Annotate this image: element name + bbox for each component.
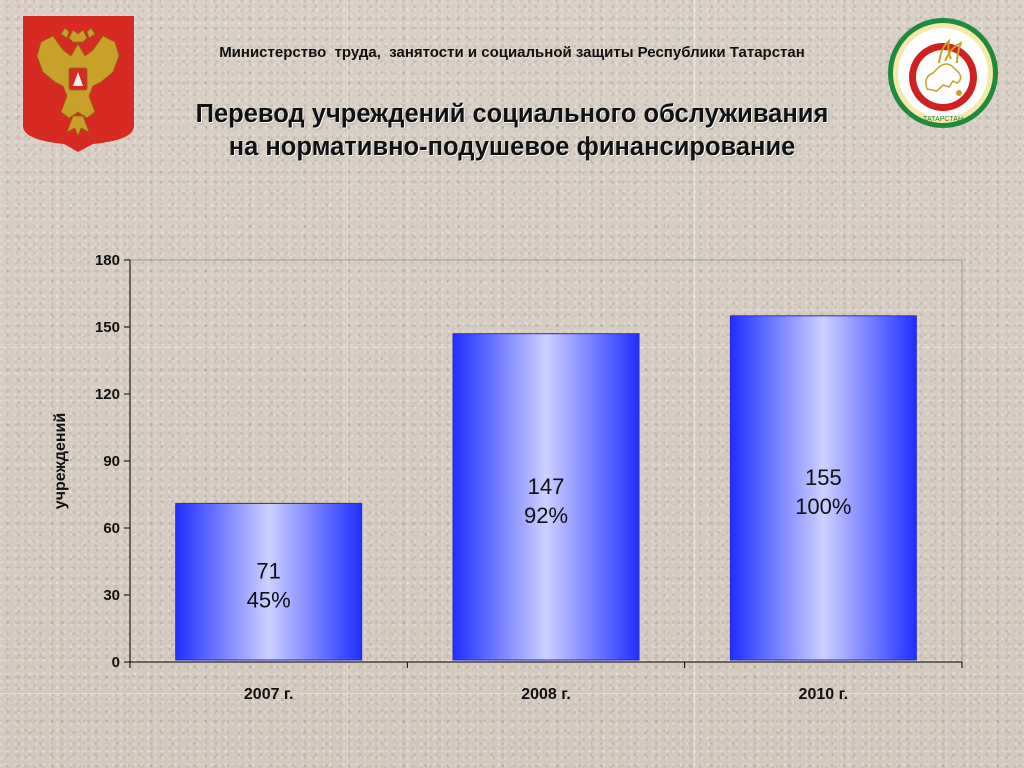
background-seam [347, 0, 348, 768]
bar-percent-label: 100% [795, 494, 851, 519]
y-axis-title: учреждений [52, 413, 69, 509]
y-tick-label: 90 [103, 453, 120, 470]
bar [729, 315, 917, 661]
background-seam [0, 693, 1024, 694]
tatarstan-emblem-icon: ТАТАРСТАН [888, 18, 998, 128]
russia-coat-of-arms-icon [23, 16, 134, 152]
bar-percent-label: 92% [524, 503, 568, 528]
x-tick-label: 2010 г. [799, 686, 849, 703]
x-tick-label: 2008 г. [521, 686, 571, 703]
emblem-caption: ТАТАРСТАН [923, 116, 963, 123]
bar-value-label: 71 [256, 559, 280, 584]
bar-percent-label: 45% [247, 588, 291, 613]
y-tick-label: 0 [112, 654, 120, 671]
bar [175, 502, 363, 661]
y-tick-label: 30 [103, 587, 120, 604]
y-tick-label: 60 [103, 520, 120, 537]
page-title: Перевод учреждений социального обслужива… [140, 98, 884, 164]
title-line-2: на нормативно-подушевое финансирование [228, 133, 796, 161]
background-seam [694, 0, 695, 768]
ministry-name: Министерство труда, занятости и социальн… [219, 44, 805, 61]
bar-value-label: 147 [528, 474, 565, 499]
bar [452, 333, 640, 661]
bar-value-label: 155 [805, 465, 842, 490]
y-tick-label: 120 [95, 386, 120, 403]
x-tick-label: 2007 г. [244, 686, 294, 703]
y-tick-label: 150 [95, 319, 120, 336]
y-tick-label: 180 [95, 252, 120, 269]
title-line-1: Перевод учреждений социального обслужива… [195, 100, 829, 128]
